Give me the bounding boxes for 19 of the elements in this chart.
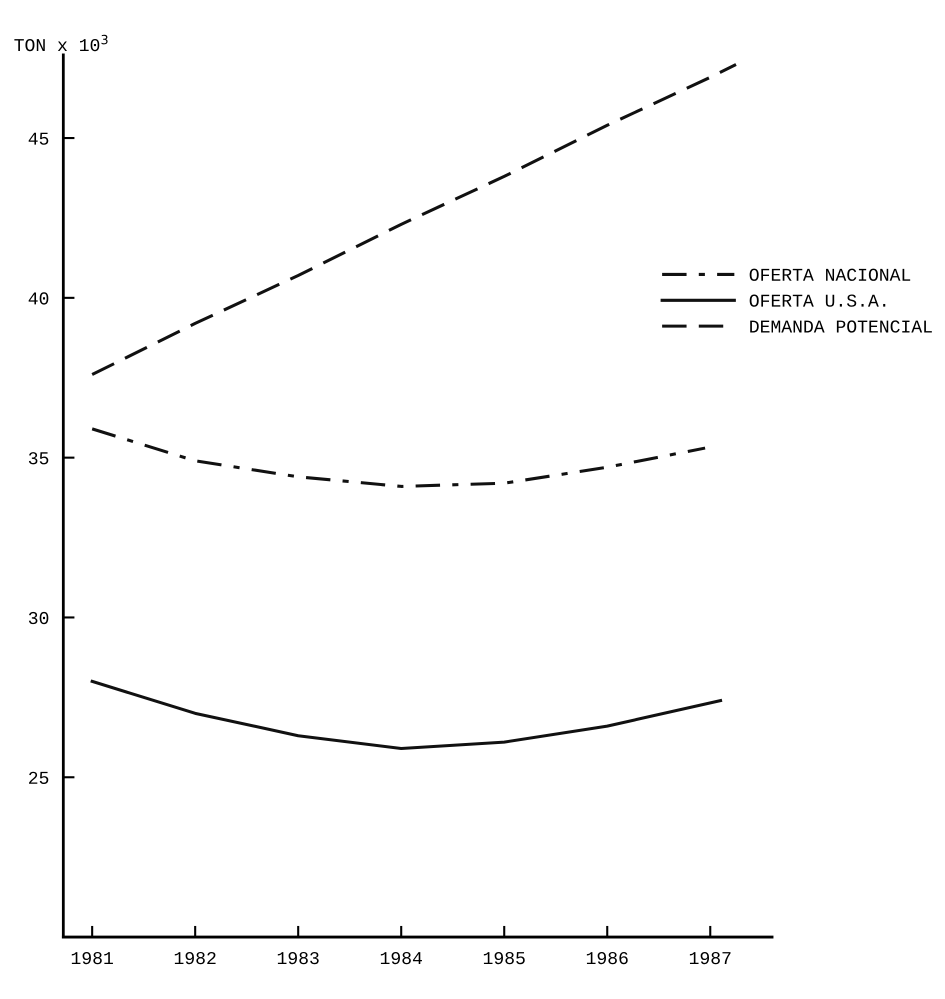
y-tick-label: 30 [28, 612, 48, 624]
legend-label: DEMANDA POTENCIAL [750, 320, 932, 333]
y-tick-label: 45 [28, 132, 48, 145]
line-series [90, 63, 738, 376]
x-tick-label: 1987 [690, 952, 731, 964]
legend-label: OFERTA U.S.A. [750, 294, 886, 307]
y-tick-label: 35 [28, 452, 48, 464]
x-tick-label: 1984 [380, 952, 422, 964]
x-tick-label: 1983 [278, 952, 319, 964]
y-tick-label: 40 [28, 292, 48, 305]
x-tick-label: 1986 [586, 952, 628, 964]
x-tick-label: 1985 [484, 952, 525, 964]
x-tick-label: 1981 [72, 952, 113, 964]
y-tick-label: 25 [29, 772, 48, 784]
y-axis-title: TON x 10$^{3}$ [14, 34, 108, 52]
line-series [90, 680, 722, 750]
x-tick-label: 1982 [174, 952, 216, 964]
legend-label: OFERTA NACIONAL [750, 268, 910, 281]
line-series [90, 427, 707, 488]
